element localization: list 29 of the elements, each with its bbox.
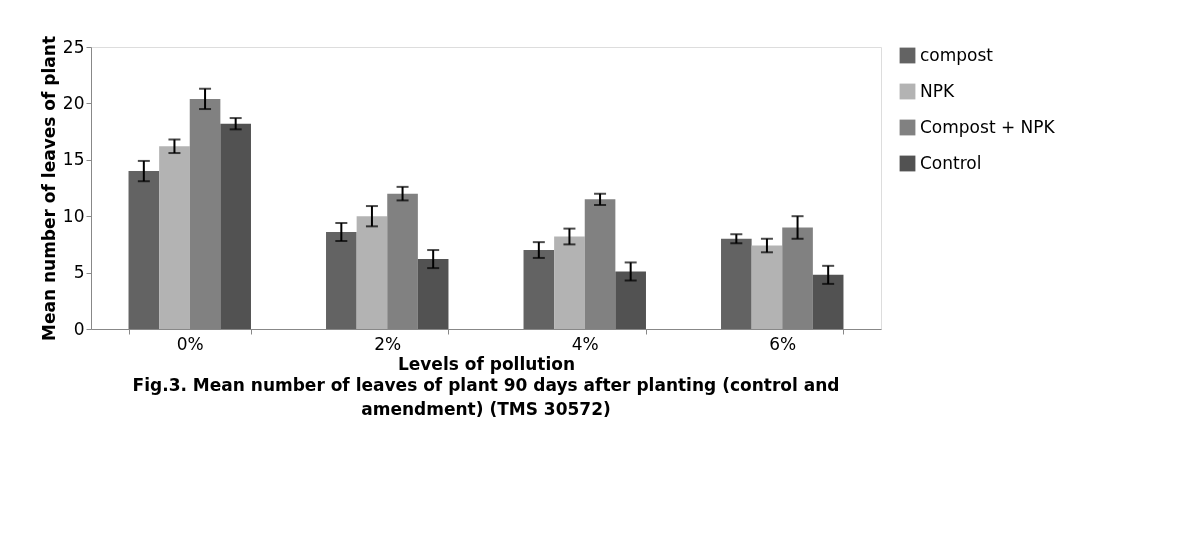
legend-label: Control <box>920 152 982 173</box>
y-tick-label: 10 <box>62 205 85 226</box>
bar <box>721 238 752 329</box>
y-tick-label: 25 <box>62 36 85 57</box>
bar <box>159 146 190 329</box>
bar <box>220 123 251 329</box>
bar <box>356 216 388 329</box>
y-tick-label: 15 <box>62 149 85 170</box>
legend-label: NPK <box>920 80 955 101</box>
x-tick-label: 2% <box>374 333 402 354</box>
bar <box>751 245 783 329</box>
bar <box>615 271 646 329</box>
y-tick-label: 5 <box>73 262 85 283</box>
legend-label: compost <box>920 44 994 65</box>
x-tick-label: 6% <box>769 333 797 354</box>
x-tick-label: 4% <box>571 333 599 354</box>
bar <box>554 236 585 329</box>
x-tick-label: 0% <box>176 333 204 354</box>
y-tick-label: 0 <box>73 318 85 339</box>
bar <box>128 171 160 329</box>
bar <box>812 274 844 329</box>
y-axis-title: Mean number of leaves of plant <box>38 35 59 342</box>
legend-label: Compost + NPK <box>920 116 1056 137</box>
bar <box>523 250 555 329</box>
text: Fig.3. Mean number of leaves of plant 90 days after planting (control and amendment) (TMS 30572) <box>132 375 840 419</box>
x-axis-title: Levels of pollution <box>397 353 576 374</box>
y-tick-label: 20 <box>62 92 85 113</box>
bar <box>417 259 449 329</box>
bar <box>326 231 357 329</box>
